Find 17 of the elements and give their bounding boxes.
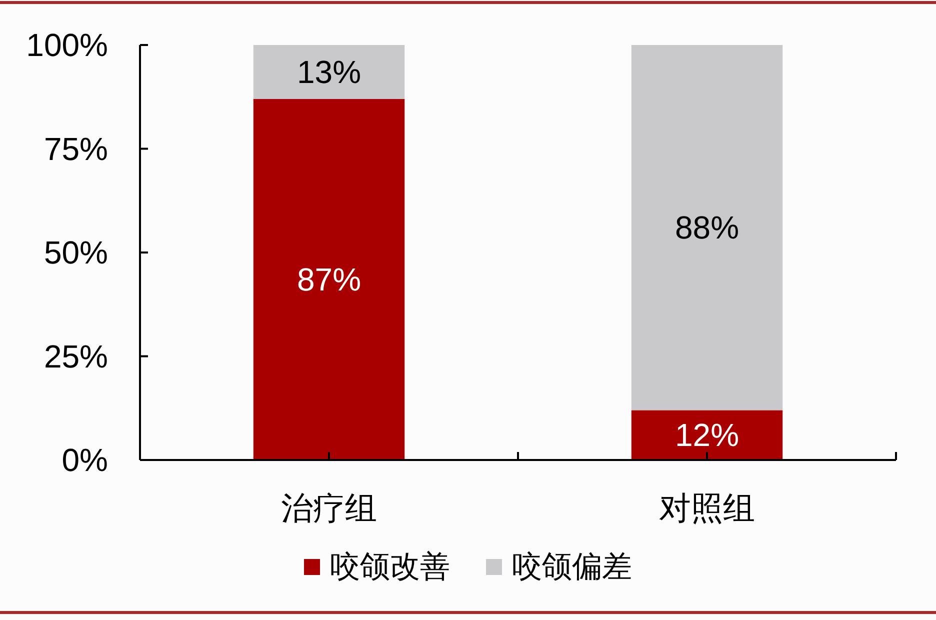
bar [631, 45, 783, 410]
y-tick-label: 75% [44, 130, 108, 167]
data-label: 87% [296, 261, 362, 298]
data-label: 13% [296, 54, 362, 90]
bar [253, 98, 405, 460]
x-tick-label: 治疗组 [281, 490, 377, 526]
y-tick-label: 0% [62, 442, 108, 478]
data-label: 88% [674, 210, 740, 246]
y-tick-label: 25% [44, 338, 108, 374]
x-tick-label: 对照组 [659, 490, 755, 526]
legend-label: 咬颌改善 [330, 550, 450, 584]
y-tick-label: 100% [26, 27, 108, 63]
y-tick-label: 50% [44, 234, 108, 270]
legend-label: 咬颌偏差 [512, 550, 632, 584]
bar [253, 45, 405, 99]
data-label: 12% [674, 417, 740, 454]
bar [631, 410, 783, 460]
